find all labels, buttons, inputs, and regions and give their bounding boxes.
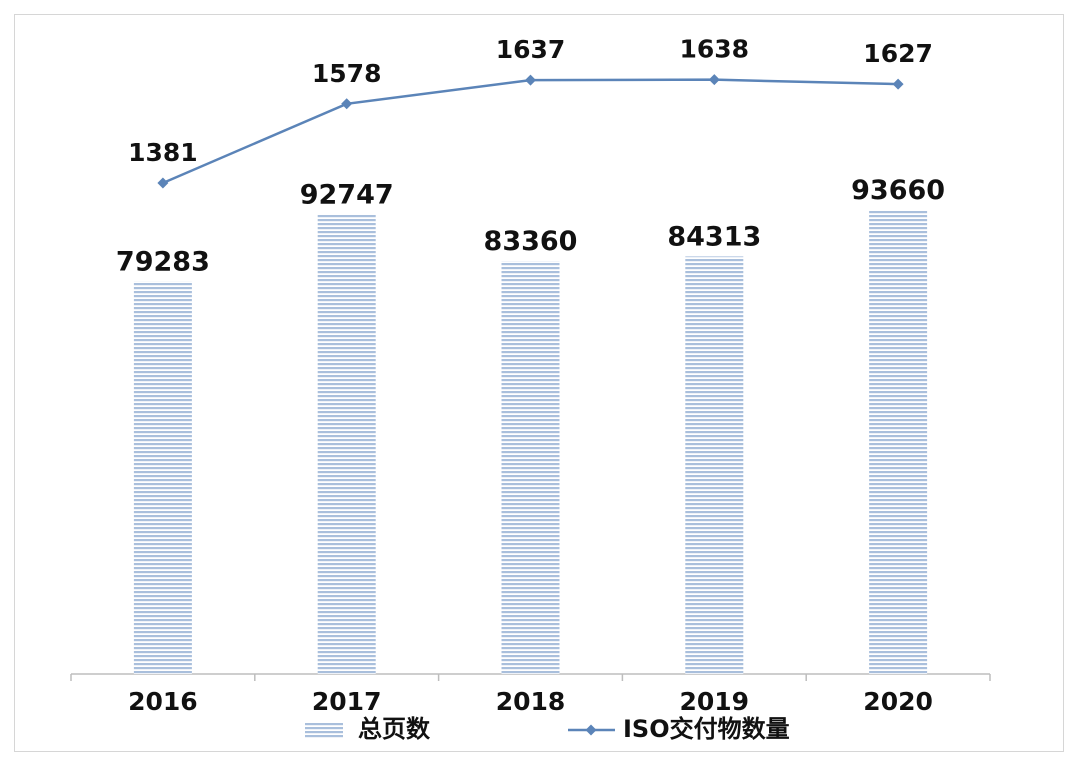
x-tick-label-2017: 2017 [312, 687, 382, 716]
bar-2016 [133, 281, 192, 674]
legend-line-marker [585, 724, 597, 736]
line-point-2017 [341, 98, 353, 110]
bar-label-2020: 93660 [851, 175, 945, 206]
legend-bar-label: 总页数 [358, 715, 431, 743]
x-tick-label-2019: 2019 [680, 687, 750, 716]
bar-2018 [501, 261, 560, 674]
chart-svg: 2016 2017 2018 2019 2020 79283 92747 83360 8431… [70, 35, 991, 743]
line-point-2019 [708, 74, 720, 86]
x-axis: 2016 2017 2018 2019 2020 [70, 673, 991, 716]
x-tick-label-2020: 2020 [863, 687, 933, 716]
legend-bar-swatch [305, 723, 343, 738]
legend: 总页数 ISO交付物数量 [305, 715, 790, 743]
line-point-2018 [525, 74, 536, 86]
bar-label-2017: 92747 [300, 180, 394, 211]
x-tick-label-2018: 2018 [496, 687, 566, 716]
line-path [162, 78, 899, 185]
bar-label-2019: 84313 [667, 221, 761, 252]
data-labels: 79283 92747 83360 84313 93660 1381 1578 1637 163… [116, 35, 945, 278]
line-label-2018: 1637 [496, 35, 566, 64]
line-label-2016: 1381 [128, 138, 198, 167]
bar-label-2016: 79283 [116, 246, 210, 277]
line-label-2020: 1627 [863, 39, 933, 68]
bar-series [133, 210, 928, 674]
line-series [157, 74, 904, 189]
line-point-2020 [892, 78, 904, 90]
x-tick-label-2016: 2016 [128, 687, 198, 716]
line-label-2017: 1578 [312, 59, 382, 88]
legend-line-label: ISO交付物数量 [623, 715, 790, 743]
line-point-2016 [157, 177, 169, 189]
bar-2017 [317, 214, 376, 674]
line-label-2019: 1638 [680, 35, 750, 64]
bar-label-2018: 83360 [484, 226, 578, 257]
bar-2019 [685, 256, 744, 674]
chart-frame: 2016 2017 2018 2019 2020 79283 92747 83360 8431… [14, 14, 1064, 752]
bar-2020 [869, 210, 928, 674]
